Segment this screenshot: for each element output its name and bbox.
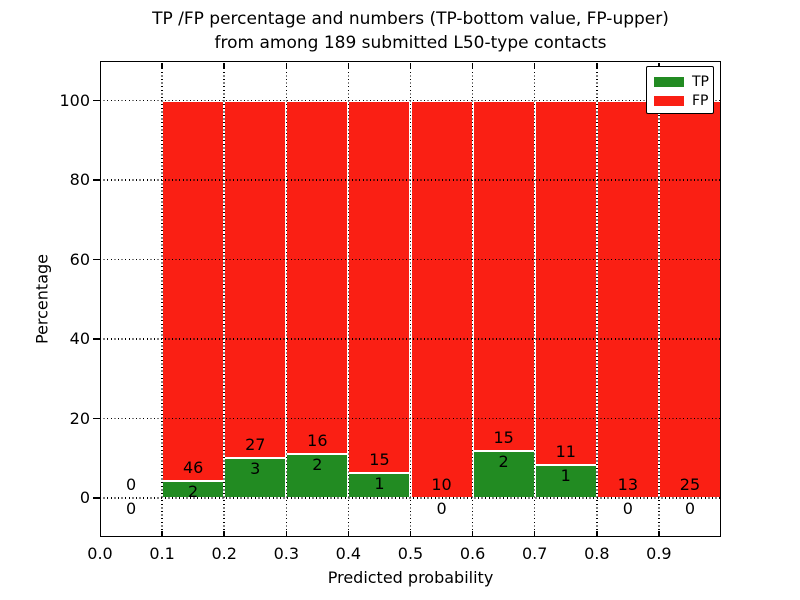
x-tick-mark (285, 530, 288, 536)
fp-bar (286, 100, 349, 454)
x-tick-mark (409, 530, 412, 536)
fp-bar (472, 100, 535, 452)
gridline-vertical (471, 61, 474, 537)
fp-count-label: 0 (125, 475, 137, 494)
legend-item-fp: FP (647, 91, 713, 110)
tp-count-label: 2 (498, 452, 509, 472)
legend-item-tp: TP (647, 72, 713, 91)
tp-count-label: 3 (250, 459, 261, 479)
x-tick-mark (596, 62, 598, 68)
x-tick-label: 0.1 (149, 544, 175, 563)
x-tick-label: 0.0 (87, 544, 113, 563)
gridline-vertical (223, 61, 225, 537)
x-tick-label: 0.8 (584, 544, 610, 563)
fp-count-label: 46 (182, 458, 204, 478)
x-tick-mark (409, 62, 412, 68)
gridline-vertical (533, 61, 536, 537)
fp-count-label: 25 (679, 475, 701, 494)
fp-bar (224, 100, 287, 459)
fp-bar (410, 100, 473, 498)
x-tick-mark (533, 62, 536, 68)
tp-count-label: 1 (560, 465, 571, 485)
x-tick-label: 0.2 (211, 544, 237, 563)
y-tick-mark (93, 417, 100, 420)
gridline-vertical (409, 61, 412, 537)
y-tick-mark (93, 99, 100, 102)
gridline-vertical (596, 61, 598, 537)
fp-legend-label: FP (692, 92, 709, 109)
y-tick-mark (93, 179, 100, 181)
fp-bar (162, 100, 225, 482)
x-tick-mark (347, 530, 350, 536)
fp-bar (658, 100, 721, 498)
gridline-horizontal (100, 258, 721, 261)
y-tick-mark (93, 338, 100, 340)
fp-count-label: 11 (555, 441, 576, 461)
gridline-vertical (347, 61, 350, 537)
tp-count-label: 0 (622, 499, 633, 518)
x-tick-label: 0.3 (273, 544, 300, 563)
legend: TP FP (646, 66, 714, 114)
gridline-vertical (161, 61, 163, 537)
gridline-horizontal (100, 179, 721, 181)
fp-count-label: 15 (493, 428, 514, 448)
tp-bar (472, 451, 535, 498)
y-tick-label: 0 (79, 488, 90, 507)
x-tick-mark (285, 62, 288, 68)
tp-count-label: 2 (188, 482, 199, 502)
x-tick-label: 0.7 (521, 544, 548, 563)
y-tick-label: 80 (69, 170, 90, 189)
tp-legend-label: TP (692, 73, 709, 90)
fp-count-label: 10 (431, 475, 452, 494)
y-tick-label: 100 (59, 90, 90, 110)
fp-bar (534, 100, 597, 465)
y-tick-label: 20 (69, 408, 90, 428)
x-tick-mark (471, 62, 474, 68)
x-tick-mark (471, 530, 474, 536)
x-tick-mark (347, 62, 350, 68)
tp-count-label: 1 (374, 474, 385, 494)
x-tick-mark (161, 62, 163, 68)
plot-area: 0 0 46 2 27 3 16 2 15 1 10 0 15 2 11 1 13 0 25 0 TP FP (100, 61, 721, 537)
gridline-horizontal (100, 99, 721, 102)
tp-count-label: 0 (684, 499, 696, 518)
x-tick-label: 0.9 (646, 544, 672, 563)
gridline-horizontal (100, 497, 721, 499)
chart-title-line-2: from among 189 submitted L50-type contac… (214, 33, 607, 53)
chart-title: TP /FP percentage and numbers (TP-bottom… (100, 7, 721, 55)
gridline-horizontal (100, 338, 721, 340)
fp-bar (596, 100, 659, 498)
gridline-vertical (658, 61, 660, 537)
fp-count-label: 27 (245, 435, 266, 455)
x-tick-mark (223, 62, 225, 68)
tp-count-label: 0 (436, 499, 447, 518)
x-tick-mark (533, 530, 536, 536)
tp-count-label: 2 (312, 454, 323, 474)
x-axis-title: Predicted probability (327, 568, 494, 587)
x-tick-label: 0.5 (397, 544, 424, 563)
y-tick-mark (93, 497, 100, 499)
x-tick-mark (161, 530, 163, 536)
tp-legend-swatch-icon (654, 76, 684, 87)
x-tick-mark (223, 530, 225, 536)
x-tick-mark (596, 530, 598, 536)
x-tick-mark (658, 530, 660, 536)
x-tick-label: 0.6 (459, 544, 486, 563)
y-tick-mark (93, 258, 100, 261)
y-tick-label: 40 (69, 329, 90, 348)
fp-legend-swatch-icon (654, 95, 684, 106)
y-tick-label: 60 (69, 249, 90, 269)
x-tick-label: 0.4 (335, 544, 362, 563)
fp-count-label: 15 (369, 450, 390, 470)
x-tick-mark (658, 62, 660, 68)
chart-title-line-1: TP /FP percentage and numbers (TP-bottom… (152, 9, 669, 29)
gridline-vertical (285, 61, 288, 537)
gridline-horizontal (100, 417, 721, 420)
fp-count-label: 13 (617, 475, 639, 494)
tp-count-label: 0 (125, 499, 137, 518)
fp-count-label: 16 (307, 430, 328, 450)
